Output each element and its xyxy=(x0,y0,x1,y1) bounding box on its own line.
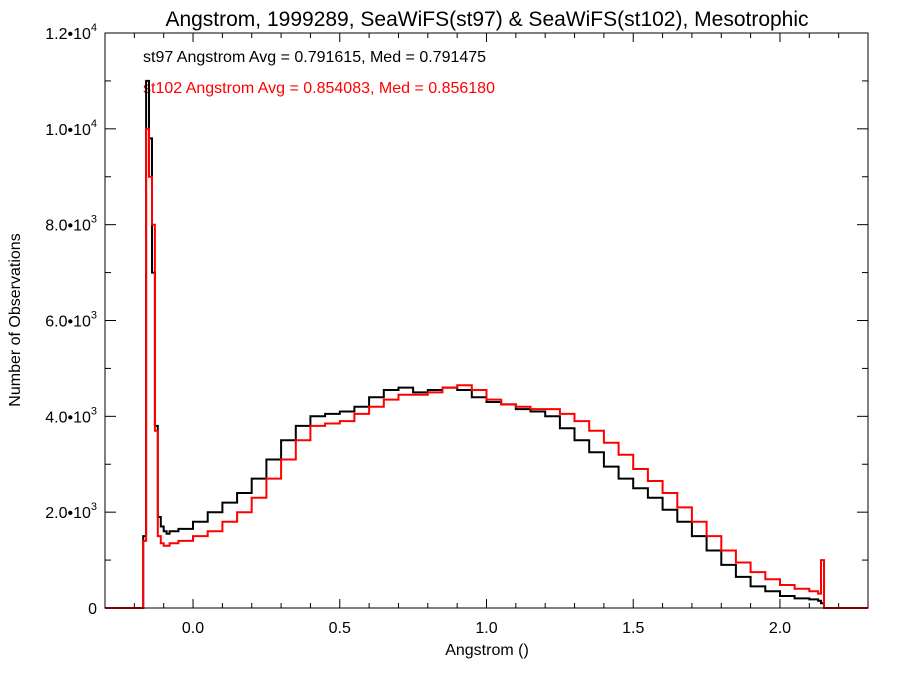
axis-ticks: 0.0 0.5 1.0 1.5 2.002.0•1034.0•1036.0•1038.0… xyxy=(45,22,868,637)
y-tick-mantissa: 1.2•10 xyxy=(45,26,91,43)
y-tick-exponent: 4 xyxy=(91,22,97,34)
annotation-st97: st97 Angstrom Avg = 0.791615, Med = 0.79… xyxy=(143,49,486,66)
series-layer xyxy=(105,79,868,609)
y-tick-mantissa: 1.0•10 xyxy=(45,122,91,139)
y-tick-mantissa: 0 xyxy=(88,601,97,618)
y-tick-label: 1.2•104 xyxy=(45,22,97,43)
y-tick-label: 2.0•103 xyxy=(45,501,97,522)
y-tick-exponent: 3 xyxy=(91,214,97,226)
x-tick-label: 1.0 xyxy=(475,620,497,637)
y-tick-label: 6.0•103 xyxy=(45,310,97,331)
y-tick-mantissa: 4.0•10 xyxy=(45,409,91,426)
y-tick-label: 0 xyxy=(88,601,97,618)
y-tick-label: 1.0•104 xyxy=(45,118,97,139)
annotation-st102: st102 Angstrom Avg = 0.854083, Med = 0.8… xyxy=(143,80,495,97)
x-tick-label: 0.5 xyxy=(329,620,351,637)
chart-title: Angstrom, 1999289, SeaWiFS(st97) & SeaWi… xyxy=(165,8,808,31)
y-tick-exponent: 4 xyxy=(91,118,97,130)
y-tick-exponent: 3 xyxy=(91,310,97,322)
x-tick-label: 2.0 xyxy=(769,620,791,637)
x-tick-label: 0.0 xyxy=(182,620,204,637)
x-tick-label: 1.5 xyxy=(622,620,644,637)
y-tick-mantissa: 2.0•10 xyxy=(45,505,91,522)
plot-frame xyxy=(104,32,869,609)
y-tick-label: 4.0•103 xyxy=(45,405,97,426)
x-axis-label: Angstrom () xyxy=(445,642,529,659)
y-tick-exponent: 3 xyxy=(91,501,97,513)
series-st102-line xyxy=(105,127,868,609)
y-tick-exponent: 3 xyxy=(91,405,97,417)
y-tick-label: 8.0•103 xyxy=(45,214,97,235)
y-axis-label: Number of Observations xyxy=(7,233,24,406)
y-tick-mantissa: 8.0•10 xyxy=(45,218,91,235)
y-tick-mantissa: 6.0•10 xyxy=(45,314,91,331)
